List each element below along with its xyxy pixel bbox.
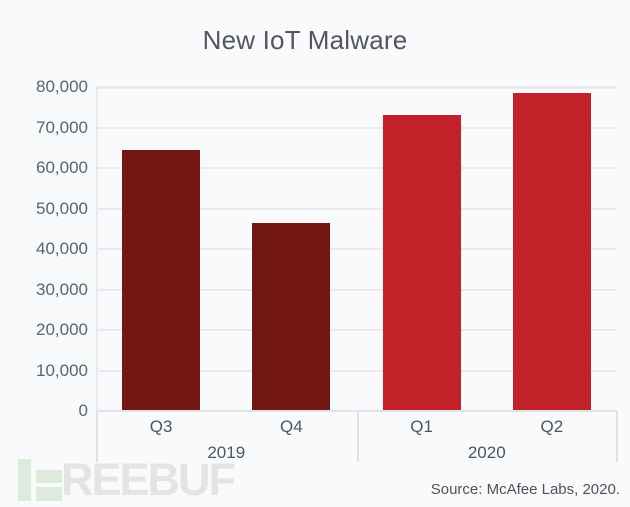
gridline-10000 [96,369,617,372]
year-label-2020: 2020 [467,443,506,462]
gridline-80000 [96,86,617,88]
watermark-text: REEBUF [61,454,236,505]
bar-q3-2019 [122,150,201,411]
bar-q2-2020 [512,93,591,411]
freebuf-watermark: REEBUF [18,454,248,505]
bar-q1-2020 [382,114,461,411]
gridline-30000 [96,288,617,291]
year-label-2019: 2019 [207,443,246,462]
y-tick-label-80000: 80,000 [36,77,88,96]
axis-separator [356,411,359,462]
freebuf-logo-icon [36,487,62,501]
gridline-40000 [96,248,617,250]
freebuf-logo-icon [18,459,31,501]
axis-separator [616,411,618,462]
gridline-60000 [96,167,617,169]
y-tick-label-40000: 40,000 [36,239,88,258]
freebuf-logo-icon [36,470,62,483]
gridline-70000 [96,126,617,129]
y-tick-label-70000: 70,000 [36,117,88,137]
axis-separator [96,411,98,462]
y-tick-label-0: 0 [78,401,88,420]
y-tick-label-20000: 20,000 [36,320,88,339]
x-label-q2-2020: Q2 [540,417,564,436]
gridline-20000 [96,329,617,331]
x-label-q1-2020: Q1 [410,417,433,436]
y-tick-label-60000: 60,000 [36,158,88,177]
chart-title: New IoT Malware [202,25,408,55]
plot-border-top [96,87,617,89]
gridline-50000 [96,207,617,210]
source-note: Source: McAfee Labs, 2020. [430,481,620,498]
y-tick-label-10000: 10,000 [36,360,88,380]
x-label-q4-2019: Q4 [280,417,303,436]
plot-area [96,86,617,411]
y-tick-label-30000: 30,000 [36,279,88,299]
x-label-q3-2019: Q3 [149,417,173,436]
bar-q4-2019 [252,223,331,411]
y-tick-label-50000: 50,000 [36,198,88,218]
